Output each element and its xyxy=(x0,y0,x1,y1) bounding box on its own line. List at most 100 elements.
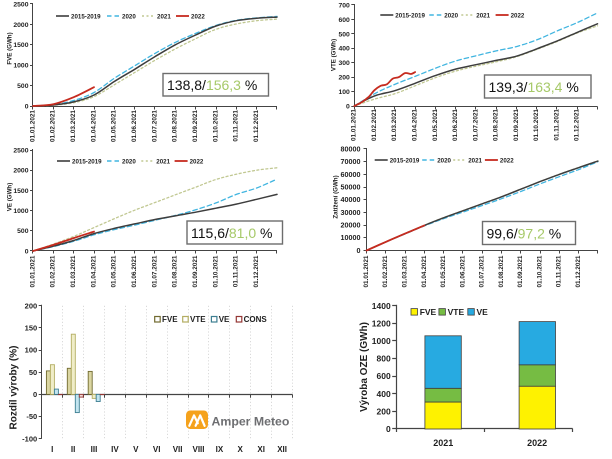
svg-text:400: 400 xyxy=(338,46,350,53)
svg-text:-100: -100 xyxy=(22,434,37,443)
svg-text:XI: XI xyxy=(257,445,265,454)
svg-text:01.02.2021: 01.02.2021 xyxy=(50,110,57,142)
svg-text:VTE: VTE xyxy=(448,307,465,317)
svg-text:VE (GWh): VE (GWh) xyxy=(7,183,14,212)
svg-text:600: 600 xyxy=(338,17,350,24)
svg-text:1500: 1500 xyxy=(13,188,28,195)
svg-text:0: 0 xyxy=(357,246,361,255)
svg-text:FVE: FVE xyxy=(162,315,178,324)
svg-text:Zatížení (GWh): Zatížení (GWh) xyxy=(333,175,340,218)
svg-text:2500: 2500 xyxy=(13,1,28,8)
svg-text:01.02.2021: 01.02.2021 xyxy=(371,109,378,141)
svg-text:2500: 2500 xyxy=(13,147,28,154)
svg-text:01.08.2021: 01.08.2021 xyxy=(498,255,505,287)
svg-text:01.06.2021: 01.06.2021 xyxy=(452,109,459,141)
svg-text:2021: 2021 xyxy=(433,438,453,448)
svg-text:80000: 80000 xyxy=(341,144,361,153)
svg-text:2022: 2022 xyxy=(527,438,547,448)
svg-text:Rozdíl výroby (%): Rozdíl výroby (%) xyxy=(9,346,20,430)
svg-text:2020: 2020 xyxy=(122,158,136,165)
svg-text:XII: XII xyxy=(277,445,287,454)
svg-text:FVE (GWh): FVE (GWh) xyxy=(7,32,14,64)
svg-text:X: X xyxy=(238,445,244,454)
svg-text:VE: VE xyxy=(219,315,230,324)
svg-text:01.03.2021: 01.03.2021 xyxy=(70,110,77,142)
svg-text:20000: 20000 xyxy=(341,221,361,230)
svg-text:2015-2019: 2015-2019 xyxy=(390,157,420,164)
svg-text:2015-2019: 2015-2019 xyxy=(72,158,102,165)
svg-text:0: 0 xyxy=(346,103,350,110)
svg-text:50: 50 xyxy=(29,368,37,377)
svg-text:CONS: CONS xyxy=(244,315,268,324)
svg-text:01.08.2021: 01.08.2021 xyxy=(493,109,500,141)
svg-text:01.08.2021: 01.08.2021 xyxy=(172,110,179,142)
svg-text:100: 100 xyxy=(25,346,38,355)
svg-text:0: 0 xyxy=(33,390,37,399)
svg-text:01.05.2021: 01.05.2021 xyxy=(432,109,439,141)
svg-text:2015-2019: 2015-2019 xyxy=(395,12,425,19)
svg-text:01.09.2021: 01.09.2021 xyxy=(513,109,520,141)
svg-text:150: 150 xyxy=(25,324,38,333)
svg-text:01.12.2021: 01.12.2021 xyxy=(253,255,260,287)
svg-text:2022: 2022 xyxy=(191,13,205,20)
svg-text:FVE: FVE xyxy=(420,307,437,317)
svg-text:2021: 2021 xyxy=(157,13,171,20)
svg-text:01.01.2021: 01.01.2021 xyxy=(351,109,358,141)
svg-text:01.10.2021: 01.10.2021 xyxy=(536,255,543,287)
svg-text:2020: 2020 xyxy=(122,13,136,20)
svg-text:70000: 70000 xyxy=(341,157,361,166)
svg-text:2021: 2021 xyxy=(156,158,170,165)
svg-text:01.07.2021: 01.07.2021 xyxy=(472,109,479,141)
svg-text:I: I xyxy=(51,445,53,454)
svg-text:2020: 2020 xyxy=(437,157,451,164)
svg-text:2022: 2022 xyxy=(511,12,525,19)
svg-text:01.07.2021: 01.07.2021 xyxy=(151,255,158,287)
svg-text:Amper Meteo: Amper Meteo xyxy=(212,415,290,429)
svg-text:01.04.2021: 01.04.2021 xyxy=(90,110,97,142)
svg-text:300: 300 xyxy=(338,60,350,67)
svg-text:1200: 1200 xyxy=(372,318,391,328)
svg-text:VIII: VIII xyxy=(192,445,204,454)
svg-text:01.06.2021: 01.06.2021 xyxy=(131,110,138,142)
svg-text:01.03.2021: 01.03.2021 xyxy=(70,255,77,287)
svg-text:10000: 10000 xyxy=(341,233,361,242)
svg-text:2000: 2000 xyxy=(13,168,28,175)
svg-text:0: 0 xyxy=(386,424,391,434)
svg-text:Výroba OZE (GWh): Výroba OZE (GWh) xyxy=(359,322,370,412)
svg-text:III: III xyxy=(91,445,98,454)
svg-text:01.05.2021: 01.05.2021 xyxy=(440,255,447,287)
svg-text:IX: IX xyxy=(216,445,224,454)
svg-text:01.06.2021: 01.06.2021 xyxy=(131,255,138,287)
svg-text:VII: VII xyxy=(173,445,183,454)
svg-text:01.11.2021: 01.11.2021 xyxy=(556,255,563,287)
svg-text:01.12.2021: 01.12.2021 xyxy=(253,110,260,142)
svg-text:01.09.2021: 01.09.2021 xyxy=(192,255,199,287)
svg-text:01.07.2021: 01.07.2021 xyxy=(479,255,486,287)
svg-text:2022: 2022 xyxy=(190,158,204,165)
svg-text:138,8/156,3 %: 138,8/156,3 % xyxy=(167,77,257,93)
svg-text:01.08.2021: 01.08.2021 xyxy=(172,255,179,287)
svg-text:200: 200 xyxy=(338,75,350,82)
svg-text:01.04.2021: 01.04.2021 xyxy=(412,109,419,141)
svg-text:01.11.2021: 01.11.2021 xyxy=(553,109,560,141)
svg-text:01.11.2021: 01.11.2021 xyxy=(233,110,240,142)
svg-text:V: V xyxy=(133,445,139,454)
svg-text:01.03.2021: 01.03.2021 xyxy=(391,109,398,141)
svg-text:1000: 1000 xyxy=(13,208,28,215)
svg-text:500: 500 xyxy=(17,83,29,90)
svg-text:200: 200 xyxy=(25,301,38,310)
svg-text:1000: 1000 xyxy=(13,63,28,70)
svg-text:-50: -50 xyxy=(26,412,37,421)
svg-text:1500: 1500 xyxy=(13,42,28,49)
svg-text:VTE (GWh): VTE (GWh) xyxy=(331,39,338,71)
svg-text:600: 600 xyxy=(377,371,391,381)
svg-text:500: 500 xyxy=(338,31,350,38)
svg-text:01.12.2021: 01.12.2021 xyxy=(574,109,581,141)
svg-text:01.01.2021: 01.01.2021 xyxy=(29,110,36,142)
svg-text:2015-2019: 2015-2019 xyxy=(71,13,101,20)
svg-text:01.11.2021: 01.11.2021 xyxy=(233,255,240,287)
svg-text:01.04.2021: 01.04.2021 xyxy=(90,255,97,287)
svg-text:01.01.2021: 01.01.2021 xyxy=(29,255,36,287)
svg-text:II: II xyxy=(71,445,75,454)
svg-text:700: 700 xyxy=(338,2,350,9)
